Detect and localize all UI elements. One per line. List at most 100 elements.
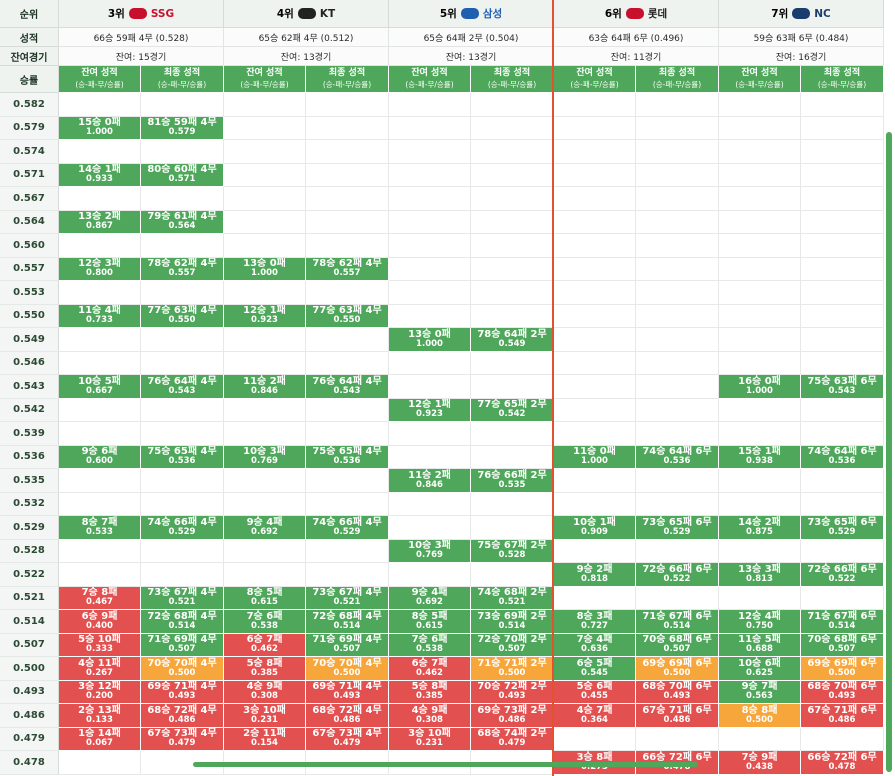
remaining-record-cell[interactable]: 10승 1패 0.909 bbox=[554, 516, 636, 540]
team-header-0[interactable]: 3위 SSG bbox=[59, 0, 224, 28]
remaining-record-cell[interactable]: 3승 10패 0.231 bbox=[389, 727, 471, 751]
final-record-cell[interactable]: 74승 66패 4무 0.529 bbox=[306, 516, 389, 540]
final-record-cell[interactable]: 75승 63패 6무 0.543 bbox=[801, 375, 884, 399]
final-record-cell[interactable]: 78승 62패 4무 0.557 bbox=[306, 257, 389, 281]
remaining-record-cell[interactable]: 16승 0패 1.000 bbox=[719, 375, 801, 399]
final-record-cell[interactable]: 76승 66패 2무 0.535 bbox=[471, 469, 554, 493]
remaining-record-cell[interactable]: 10승 3패 0.769 bbox=[224, 445, 306, 469]
final-record-cell[interactable]: 67승 71패 6무 0.486 bbox=[636, 704, 719, 728]
final-record-cell[interactable]: 76승 64패 4무 0.543 bbox=[306, 375, 389, 399]
final-record-cell[interactable]: 77승 63패 4무 0.550 bbox=[306, 304, 389, 328]
remaining-record-cell[interactable]: 12승 1패 0.923 bbox=[389, 398, 471, 422]
final-record-cell[interactable]: 74승 64패 6무 0.536 bbox=[636, 445, 719, 469]
final-record-cell[interactable]: 81승 59패 4무 0.579 bbox=[141, 116, 224, 140]
remaining-record-cell[interactable]: 15승 0패 1.000 bbox=[59, 116, 141, 140]
remaining-record-cell[interactable]: 11승 2패 0.846 bbox=[224, 375, 306, 399]
final-record-cell[interactable]: 72승 68패 4무 0.514 bbox=[141, 610, 224, 634]
remaining-record-cell[interactable]: 5승 6패 0.455 bbox=[554, 680, 636, 704]
team-header-4[interactable]: 7위 NC bbox=[719, 0, 884, 28]
remaining-record-cell[interactable]: 7승 6패 0.538 bbox=[224, 610, 306, 634]
final-record-cell[interactable]: 73승 65패 6무 0.529 bbox=[801, 516, 884, 540]
final-record-cell[interactable]: 68승 72패 4무 0.486 bbox=[306, 704, 389, 728]
remaining-record-cell[interactable]: 7승 8패 0.467 bbox=[59, 586, 141, 610]
remaining-record-cell[interactable]: 13승 0패 1.000 bbox=[224, 257, 306, 281]
remaining-record-cell[interactable]: 7승 9패 0.438 bbox=[719, 751, 801, 775]
remaining-record-cell[interactable]: 11승 0패 1.000 bbox=[554, 445, 636, 469]
final-record-cell[interactable]: 67승 71패 6무 0.486 bbox=[801, 704, 884, 728]
remaining-record-cell[interactable]: 8승 5패 0.615 bbox=[389, 610, 471, 634]
final-record-cell[interactable]: 71승 67패 6무 0.514 bbox=[801, 610, 884, 634]
remaining-record-cell[interactable]: 4승 9패 0.308 bbox=[389, 704, 471, 728]
remaining-record-cell[interactable]: 3승 12패 0.200 bbox=[59, 680, 141, 704]
remaining-record-cell[interactable]: 6승 7패 0.462 bbox=[224, 633, 306, 657]
remaining-record-cell[interactable]: 9승 2패 0.818 bbox=[554, 563, 636, 587]
remaining-record-cell[interactable]: 14승 1패 0.933 bbox=[59, 163, 141, 187]
team-header-2[interactable]: 5위 삼성 bbox=[389, 0, 554, 28]
final-record-cell[interactable]: 71승 69패 4무 0.507 bbox=[141, 633, 224, 657]
remaining-record-cell[interactable]: 5승 8패 0.385 bbox=[389, 680, 471, 704]
remaining-record-cell[interactable]: 12승 1패 0.923 bbox=[224, 304, 306, 328]
final-record-cell[interactable]: 71승 67패 6무 0.514 bbox=[636, 610, 719, 634]
remaining-record-cell[interactable]: 5승 10패 0.333 bbox=[59, 633, 141, 657]
final-record-cell[interactable]: 75승 65패 4무 0.536 bbox=[306, 445, 389, 469]
final-record-cell[interactable]: 70승 70패 4무 0.500 bbox=[141, 657, 224, 681]
remaining-record-cell[interactable]: 10승 5패 0.667 bbox=[59, 375, 141, 399]
team-header-1[interactable]: 4위 KT bbox=[224, 0, 389, 28]
final-record-cell[interactable]: 70승 68패 6무 0.507 bbox=[801, 633, 884, 657]
final-record-cell[interactable]: 72승 66패 6무 0.522 bbox=[801, 563, 884, 587]
team-header-3[interactable]: 6위 롯데 bbox=[554, 0, 719, 28]
final-record-cell[interactable]: 69승 71패 4무 0.493 bbox=[306, 680, 389, 704]
remaining-record-cell[interactable]: 13승 3패 0.813 bbox=[719, 563, 801, 587]
final-record-cell[interactable]: 70승 72패 2무 0.493 bbox=[471, 680, 554, 704]
remaining-record-cell[interactable]: 8승 5패 0.615 bbox=[224, 586, 306, 610]
remaining-record-cell[interactable]: 2승 11패 0.154 bbox=[224, 727, 306, 751]
remaining-record-cell[interactable]: 4승 9패 0.308 bbox=[224, 680, 306, 704]
final-record-cell[interactable]: 78승 62패 4무 0.557 bbox=[141, 257, 224, 281]
remaining-record-cell[interactable]: 8승 8패 0.500 bbox=[719, 704, 801, 728]
remaining-record-cell[interactable]: 4승 7패 0.364 bbox=[554, 704, 636, 728]
remaining-record-cell[interactable]: 13승 0패 1.000 bbox=[389, 328, 471, 352]
remaining-record-cell[interactable]: 9승 6패 0.600 bbox=[59, 445, 141, 469]
final-record-cell[interactable]: 68승 74패 2무 0.479 bbox=[471, 727, 554, 751]
remaining-record-cell[interactable]: 9승 4패 0.692 bbox=[389, 586, 471, 610]
final-record-cell[interactable]: 70승 68패 6무 0.507 bbox=[636, 633, 719, 657]
final-record-cell[interactable]: 68승 72패 4무 0.486 bbox=[141, 704, 224, 728]
remaining-record-cell[interactable]: 10승 6패 0.625 bbox=[719, 657, 801, 681]
final-record-cell[interactable]: 71승 69패 4무 0.507 bbox=[306, 633, 389, 657]
horizontal-scrollbar[interactable] bbox=[193, 762, 698, 767]
final-record-cell[interactable]: 73승 67패 4무 0.521 bbox=[306, 586, 389, 610]
remaining-record-cell[interactable]: 11승 4패 0.733 bbox=[59, 304, 141, 328]
final-record-cell[interactable]: 67승 73패 4무 0.479 bbox=[141, 727, 224, 751]
final-record-cell[interactable]: 73승 65패 6무 0.529 bbox=[636, 516, 719, 540]
remaining-record-cell[interactable]: 12승 3패 0.800 bbox=[59, 257, 141, 281]
final-record-cell[interactable]: 71승 71패 2무 0.500 bbox=[471, 657, 554, 681]
final-record-cell[interactable]: 73승 67패 4무 0.521 bbox=[141, 586, 224, 610]
remaining-record-cell[interactable]: 8승 3패 0.727 bbox=[554, 610, 636, 634]
final-record-cell[interactable]: 79승 61패 4무 0.564 bbox=[141, 210, 224, 234]
final-record-cell[interactable]: 73승 69패 2무 0.514 bbox=[471, 610, 554, 634]
remaining-record-cell[interactable]: 1승 14패 0.067 bbox=[59, 727, 141, 751]
final-record-cell[interactable]: 72승 68패 4무 0.514 bbox=[306, 610, 389, 634]
remaining-record-cell[interactable]: 6승 7패 0.462 bbox=[389, 657, 471, 681]
vertical-scrollbar[interactable] bbox=[886, 132, 892, 772]
final-record-cell[interactable]: 75승 65패 4무 0.536 bbox=[141, 445, 224, 469]
final-record-cell[interactable]: 72승 66패 6무 0.522 bbox=[636, 563, 719, 587]
remaining-record-cell[interactable]: 13승 2패 0.867 bbox=[59, 210, 141, 234]
remaining-record-cell[interactable]: 14승 2패 0.875 bbox=[719, 516, 801, 540]
remaining-record-cell[interactable]: 5승 8패 0.385 bbox=[224, 657, 306, 681]
remaining-record-cell[interactable]: 7승 6패 0.538 bbox=[389, 633, 471, 657]
remaining-record-cell[interactable]: 10승 3패 0.769 bbox=[389, 539, 471, 563]
remaining-record-cell[interactable]: 9승 4패 0.692 bbox=[224, 516, 306, 540]
remaining-record-cell[interactable]: 11승 5패 0.688 bbox=[719, 633, 801, 657]
final-record-cell[interactable]: 76승 64패 4무 0.543 bbox=[141, 375, 224, 399]
final-record-cell[interactable]: 74승 66패 4무 0.529 bbox=[141, 516, 224, 540]
final-record-cell[interactable]: 77승 65패 2무 0.542 bbox=[471, 398, 554, 422]
final-record-cell[interactable]: 67승 73패 4무 0.479 bbox=[306, 727, 389, 751]
remaining-record-cell[interactable]: 9승 7패 0.563 bbox=[719, 680, 801, 704]
final-record-cell[interactable]: 74승 64패 6무 0.536 bbox=[801, 445, 884, 469]
remaining-record-cell[interactable]: 15승 1패 0.938 bbox=[719, 445, 801, 469]
final-record-cell[interactable]: 75승 67패 2무 0.528 bbox=[471, 539, 554, 563]
final-record-cell[interactable]: 80승 60패 4무 0.571 bbox=[141, 163, 224, 187]
final-record-cell[interactable]: 68승 70패 6무 0.493 bbox=[636, 680, 719, 704]
